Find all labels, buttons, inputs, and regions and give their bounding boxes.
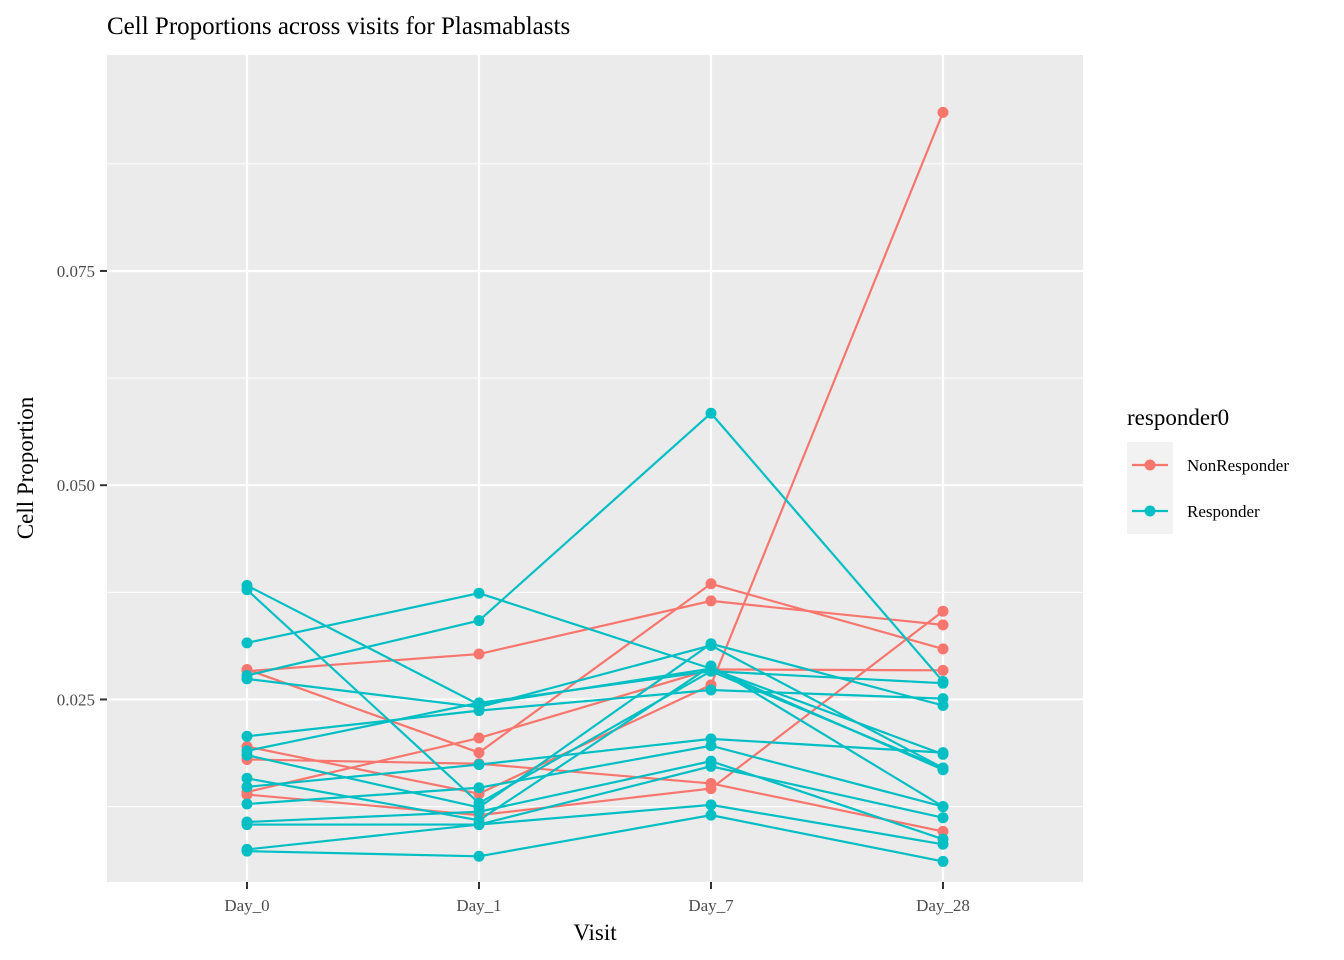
data-point-responder xyxy=(937,677,949,689)
data-point-nonresponder xyxy=(937,619,949,631)
data-point-responder xyxy=(937,801,949,813)
series-line-nonresponder xyxy=(246,582,944,754)
data-point-responder xyxy=(705,638,717,650)
data-point-nonresponder xyxy=(473,747,485,759)
data-point-responder xyxy=(241,772,253,784)
data-point-responder xyxy=(705,760,717,772)
data-point-nonresponder xyxy=(705,783,717,795)
series-line-responder xyxy=(246,814,944,863)
y-tick-label: 0.025 xyxy=(57,690,95,709)
data-point-responder xyxy=(473,705,485,717)
series-lines xyxy=(246,112,945,863)
data-point-responder xyxy=(241,673,253,685)
series-line-responder xyxy=(246,744,944,808)
data-point-responder xyxy=(473,615,485,627)
data-point-responder xyxy=(241,819,253,831)
x-tick-label: Day_28 xyxy=(916,896,970,915)
series-line-responder xyxy=(247,765,944,826)
legend-keys: NonResponder Responder xyxy=(1127,442,1289,534)
data-point-responder xyxy=(937,762,949,774)
y-tick-label: 0.050 xyxy=(57,476,95,495)
x-tick-label: Day_1 xyxy=(456,896,501,915)
series-line-nonresponder xyxy=(246,668,944,794)
data-point-responder xyxy=(473,782,485,794)
data-point-responder xyxy=(705,809,717,821)
data-point-responder xyxy=(937,855,949,867)
data-point-responder xyxy=(473,697,485,709)
series-line-nonresponder xyxy=(246,599,944,673)
legend: responder0 NonResponder Responder xyxy=(1127,405,1289,534)
series-points xyxy=(241,106,949,867)
data-point-responder xyxy=(473,850,485,862)
series-line-responder xyxy=(246,644,944,769)
series-line-responder xyxy=(246,592,944,771)
data-point-responder xyxy=(937,699,949,711)
data-point-responder xyxy=(241,637,253,649)
data-point-responder xyxy=(473,806,485,818)
data-point-responder xyxy=(937,812,949,824)
data-point-responder xyxy=(241,798,253,810)
data-point-responder xyxy=(937,838,949,850)
chart-title: Cell Proportions across visits for Plasm… xyxy=(107,13,570,40)
data-point-nonresponder xyxy=(705,595,717,607)
legend-label: Responder xyxy=(1187,502,1260,521)
series-line-nonresponder xyxy=(246,758,944,833)
data-point-nonresponder xyxy=(937,106,949,118)
data-point-responder xyxy=(473,819,485,831)
series-line-responder xyxy=(246,737,944,788)
series-line-responder xyxy=(246,670,944,752)
data-point-nonresponder xyxy=(937,664,949,676)
data-point-nonresponder xyxy=(473,648,485,660)
data-point-responder xyxy=(705,660,717,672)
data-point-responder xyxy=(241,845,253,857)
data-point-responder xyxy=(705,684,717,696)
x-axis: Day_0 Day_1 Day_7 Day_28 xyxy=(224,882,970,915)
data-point-responder xyxy=(705,799,717,811)
data-point-responder xyxy=(241,781,253,793)
series-line-responder xyxy=(246,688,944,738)
data-point-responder xyxy=(937,747,949,759)
series-line-responder xyxy=(246,760,944,841)
data-point-responder xyxy=(473,587,485,599)
series-line-nonresponder xyxy=(246,112,945,795)
series-line-responder xyxy=(246,803,944,851)
data-point-nonresponder xyxy=(937,605,949,617)
grid-minor xyxy=(107,163,1083,808)
data-point-responder xyxy=(473,759,485,771)
data-point-responder xyxy=(241,584,253,596)
data-point-nonresponder xyxy=(241,789,253,801)
x-axis-title: Visit xyxy=(573,920,617,945)
legend-key-point xyxy=(1144,505,1156,517)
data-point-nonresponder xyxy=(705,578,717,590)
data-point-responder xyxy=(705,407,717,419)
series-line-responder xyxy=(246,411,944,683)
x-tick-label: Day_7 xyxy=(688,896,734,915)
series-line-responder xyxy=(246,642,944,809)
data-point-nonresponder xyxy=(937,825,949,837)
y-axis-title: Cell Proportion xyxy=(13,396,38,539)
legend-label: NonResponder xyxy=(1187,456,1289,475)
x-tick-label: Day_0 xyxy=(224,896,269,915)
y-axis: 0.025 0.050 0.075 xyxy=(57,262,107,709)
data-point-responder xyxy=(705,740,717,752)
data-point-nonresponder xyxy=(473,732,485,744)
series-line-responder xyxy=(246,664,944,822)
legend-key-point xyxy=(1144,459,1156,471)
data-point-nonresponder xyxy=(937,643,949,655)
y-tick-label: 0.075 xyxy=(57,262,95,281)
legend-title: responder0 xyxy=(1127,405,1229,430)
data-point-responder xyxy=(241,749,253,761)
series-line-nonresponder xyxy=(246,610,944,817)
data-point-responder xyxy=(241,730,253,742)
plot-panel xyxy=(107,55,1083,882)
